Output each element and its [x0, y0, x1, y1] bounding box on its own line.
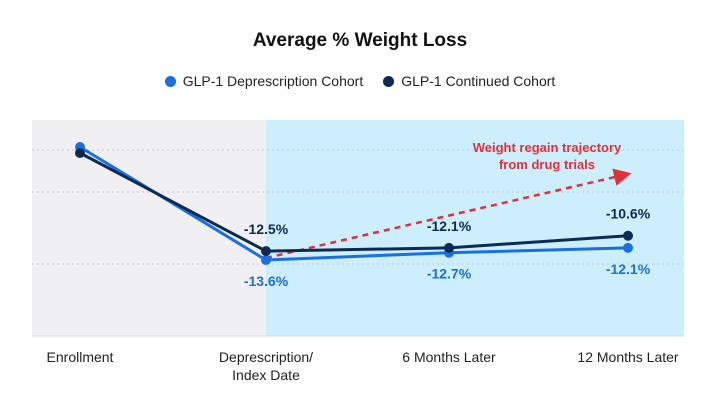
legend-swatch-continued [383, 75, 395, 87]
chart-title: Average % Weight Loss [252, 30, 468, 51]
legend: GLP-1 Deprescription Cohort GLP-1 Contin… [0, 73, 720, 89]
annotation-line-1: Weight regain trajectory [473, 140, 622, 155]
annotation-line-2: from drug trials [499, 157, 595, 172]
x-tick-label: Enrollment [46, 349, 114, 365]
data-point-continued [623, 230, 633, 241]
legend-label-deprescription: GLP-1 Deprescription Cohort [182, 73, 364, 89]
data-point-deprescription [261, 255, 271, 265]
x-axis-labels: Enrollment Deprescription/ Index Date 6 Mo… [0, 348, 720, 398]
data-label-deprescription: -12.1% [606, 261, 651, 277]
series-line-continued [79, 151, 629, 253]
series-layer [75, 142, 633, 265]
x-tick-label: 12 Months Later [577, 349, 679, 365]
data-point-deprescription [623, 242, 633, 253]
data-label-layer: -13.6% -12.7% -12.1% -12.5% -12.1% -10.6% [244, 206, 651, 289]
legend-item-deprescription: GLP-1 Deprescription Cohort [164, 73, 364, 89]
data-label-deprescription: -12.7% [427, 266, 472, 282]
legend-label-continued: GLP-1 Continued Cohort [401, 73, 556, 89]
data-label-deprescription: -13.6% [244, 273, 289, 289]
post-deprescription-region [266, 120, 684, 336]
x-tick-label: Deprescription/ Index Date [218, 349, 314, 383]
gridlines [32, 149, 684, 265]
data-label-continued: -10.6% [606, 206, 651, 222]
weight-regain-arrow [265, 168, 632, 260]
legend-item-continued: GLP-1 Continued Cohort [383, 73, 555, 89]
data-point-continued [75, 148, 85, 158]
data-point-continued [261, 246, 271, 257]
data-label-continued: -12.1% [427, 218, 472, 234]
legend-swatch-deprescription [164, 75, 176, 87]
data-point-continued [444, 242, 454, 253]
baseline-region [32, 120, 266, 336]
data-label-continued: -12.5% [244, 221, 289, 237]
x-tick-label: 6 Months Later [402, 349, 496, 365]
